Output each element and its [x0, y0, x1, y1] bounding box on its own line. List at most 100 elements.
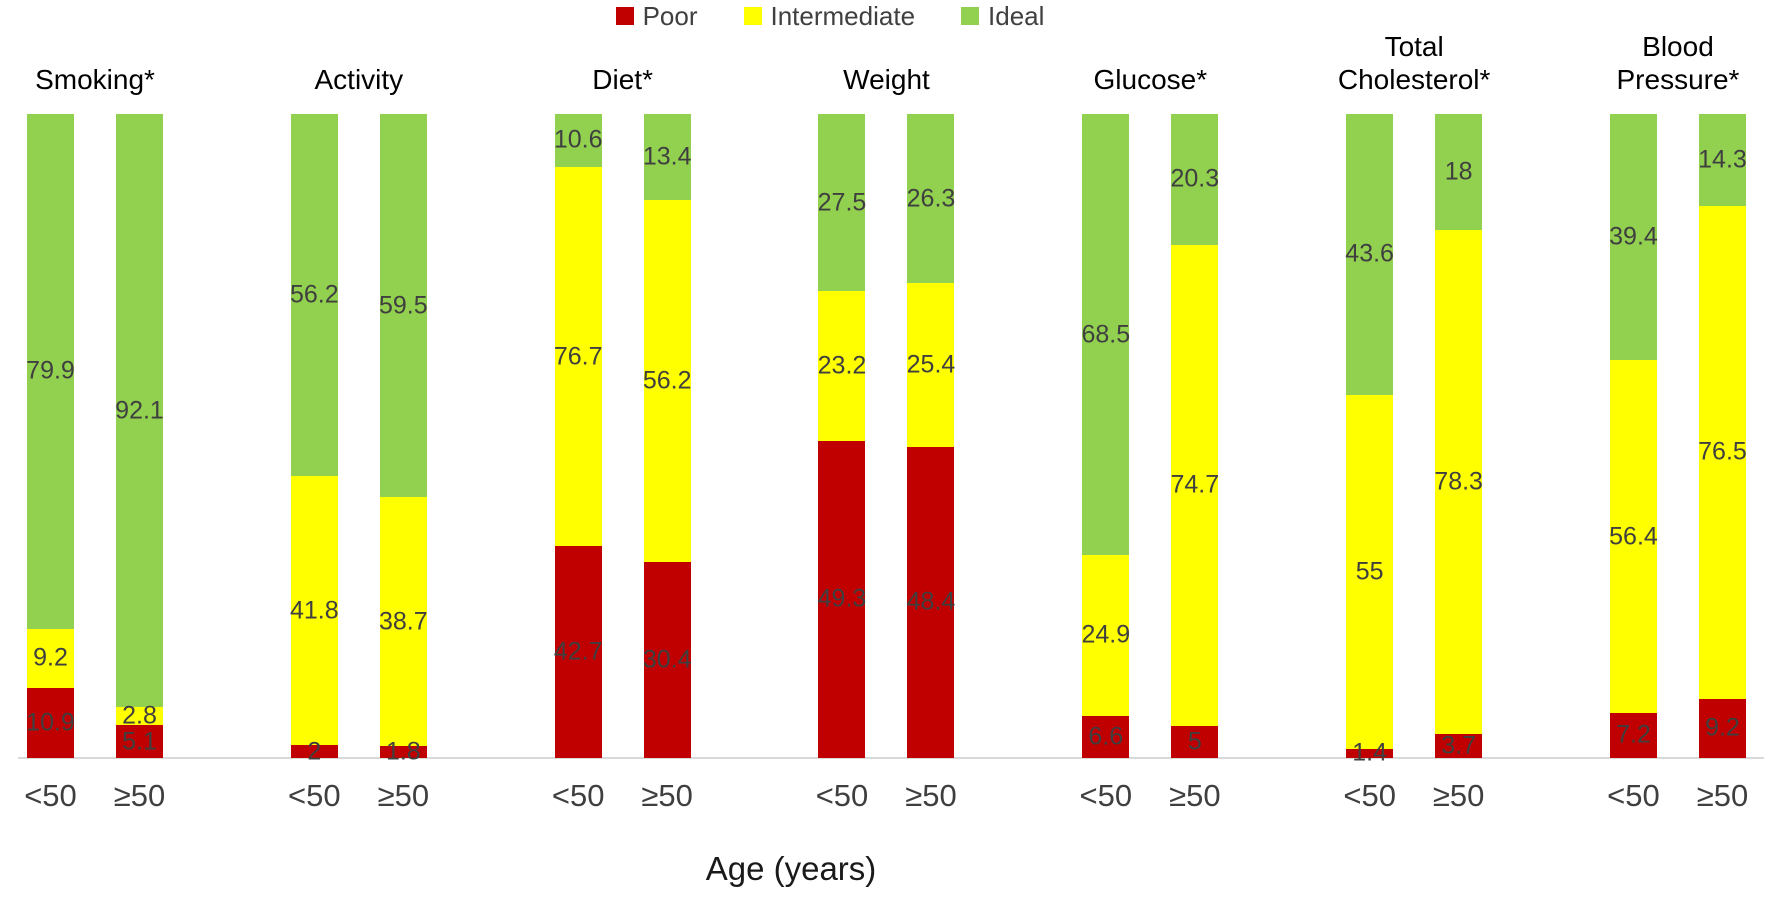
- category-group: Total Cholesterol* 1.4 55 43.6 3.7 78.3 18 <50 ≥…: [1338, 31, 1491, 811]
- segment-poor: 10.9: [26, 687, 75, 758]
- bar-pair: 6.6 24.9 68.5 5 74.7 20.3: [1081, 114, 1220, 758]
- ideal-swatch-icon: [961, 7, 980, 25]
- x-tick-row: <50 ≥50: [1343, 780, 1485, 811]
- value-label: 68.5: [1081, 320, 1131, 349]
- stacked-bar: 2 41.8 56.2: [289, 114, 339, 764]
- x-tick-label: ≥50: [1696, 778, 1749, 813]
- value-label: 27.5: [817, 188, 867, 217]
- stacked-bar: 48.4 25.4 26.3: [906, 114, 956, 758]
- category-group: Weight 49.3 23.2 27.5 48.4 25.4 26.3 <50 ≥50: [816, 64, 957, 811]
- legend-item-intermediate: Intermediate: [743, 1, 916, 31]
- stacked-bar: 1.4 55 43.6: [1345, 114, 1394, 765]
- x-tick: <50: [24, 778, 77, 813]
- chart-groups: Smoking* 10.9 9.2 79.9 5.1 2.8 92.1 <50 ≥50 Activ…: [0, 31, 1772, 811]
- segment-intermediate: 41.8: [289, 475, 339, 746]
- chart-legend: Poor Intermediate Ideal: [0, 3, 1660, 29]
- value-label: 3.7: [1441, 731, 1477, 760]
- x-tick-label: <50: [24, 778, 77, 813]
- x-axis-line: [18, 757, 1764, 759]
- value-label: 25.4: [906, 350, 956, 379]
- value-label: 56.2: [289, 280, 339, 309]
- segment-ideal: 20.3: [1170, 114, 1220, 245]
- value-label: 1.4: [1352, 738, 1388, 767]
- segment-intermediate: 56.4: [1609, 360, 1658, 713]
- segment-ideal: 10.6: [553, 114, 603, 167]
- segment-ideal: 27.5: [817, 114, 867, 292]
- legend-label: Ideal: [988, 1, 1045, 31]
- legend-label: Intermediate: [770, 1, 916, 31]
- x-tick: ≥50: [1169, 778, 1221, 813]
- bar-pair: 49.3 23.2 27.5 48.4 25.4 26.3: [817, 114, 956, 758]
- x-tick-label: ≥50: [377, 778, 430, 813]
- segment-ideal: 92.1: [115, 114, 164, 708]
- stacked-bar: 42.7 76.7 10.6: [553, 114, 603, 758]
- segment-ideal: 14.3: [1698, 114, 1747, 207]
- value-label: 76.5: [1698, 437, 1747, 466]
- value-label: 56.4: [1609, 522, 1658, 551]
- x-tick-label: <50: [1607, 778, 1660, 813]
- segment-intermediate: 25.4: [906, 283, 956, 447]
- segment-intermediate: 76.7: [553, 166, 603, 547]
- x-tick-label: ≥50: [1169, 778, 1221, 813]
- x-tick-row: <50 ≥50: [1607, 778, 1749, 813]
- stacked-bar: 10.9 9.2 79.9: [26, 114, 75, 758]
- value-label: 24.9: [1081, 620, 1131, 649]
- x-tick: ≥50: [1433, 780, 1485, 811]
- value-label: 10.6: [553, 125, 603, 154]
- group-title: Activity: [314, 63, 404, 95]
- value-label: 20.3: [1170, 164, 1220, 193]
- x-tick-row: <50 ≥50: [1079, 778, 1221, 813]
- segment-ideal: 26.3: [906, 114, 956, 284]
- segment-ideal: 56.2: [289, 114, 339, 476]
- group-title: Total Cholesterol*: [1337, 30, 1491, 95]
- segment-intermediate: 55: [1346, 394, 1394, 749]
- value-label: 2: [307, 737, 322, 766]
- value-label: 92.1: [115, 396, 164, 425]
- x-tick-label: <50: [288, 778, 341, 813]
- x-tick: <50: [288, 778, 341, 813]
- group-title: Diet*: [592, 63, 653, 95]
- value-label: 7.2: [1616, 720, 1651, 749]
- value-label: 38.7: [378, 607, 428, 636]
- value-label: 9.2: [33, 643, 68, 672]
- x-tick: <50: [816, 780, 869, 811]
- segment-intermediate: 38.7: [378, 497, 428, 747]
- segment-poor: 30.4: [643, 562, 691, 758]
- segment-intermediate: 76.5: [1698, 206, 1747, 699]
- value-label: 78.3: [1434, 467, 1483, 496]
- x-tick-row: <50 ≥50: [552, 780, 693, 811]
- value-label: 26.3: [906, 184, 956, 213]
- x-tick-label: <50: [1079, 778, 1133, 813]
- segment-ideal: 79.9: [26, 114, 75, 629]
- x-tick-label: ≥50: [905, 778, 957, 813]
- x-tick-row: <50 ≥50: [816, 778, 957, 813]
- intermediate-swatch-icon: [743, 7, 762, 25]
- stacked-bar: 5.1 2.8 92.1: [115, 114, 164, 758]
- group-title: Smoking*: [35, 63, 155, 95]
- value-label: 13.4: [642, 142, 692, 171]
- segment-poor: 1.8: [379, 739, 427, 764]
- value-label: 76.7: [553, 342, 603, 370]
- value-label: 39.4: [1609, 222, 1658, 251]
- segment-poor: 9.2: [1698, 698, 1746, 758]
- x-tick: ≥50: [641, 780, 693, 811]
- bar-pair: 7.2 56.4 39.4 9.2 76.5 14.3: [1609, 114, 1747, 758]
- value-label: 1.8: [385, 737, 421, 766]
- stacked-bar: 1.8 38.7 59.5: [378, 114, 428, 764]
- value-label: 6.6: [1088, 722, 1124, 751]
- segment-ideal: 43.6: [1345, 114, 1394, 395]
- segment-intermediate: 78.3: [1434, 229, 1483, 735]
- x-tick-row: <50 ≥50: [288, 778, 430, 813]
- x-tick: ≥50: [377, 778, 430, 813]
- x-tick: <50: [1607, 778, 1660, 813]
- legend-item-ideal: Ideal: [961, 3, 1044, 29]
- value-label: 41.8: [289, 596, 339, 625]
- segment-poor: 48.4: [907, 446, 955, 758]
- stacked-bar: 3.7 78.3 18: [1434, 114, 1483, 760]
- segment-ideal: 68.5: [1081, 114, 1131, 556]
- value-label: 5.1: [122, 727, 157, 756]
- x-tick: <50: [1343, 780, 1396, 811]
- value-label: 14.3: [1698, 145, 1747, 174]
- segment-poor: 49.3: [818, 440, 866, 758]
- category-group: Diet* 42.7 76.7 10.6 30.4 56.2 13.4 <50 ≥50: [552, 64, 693, 811]
